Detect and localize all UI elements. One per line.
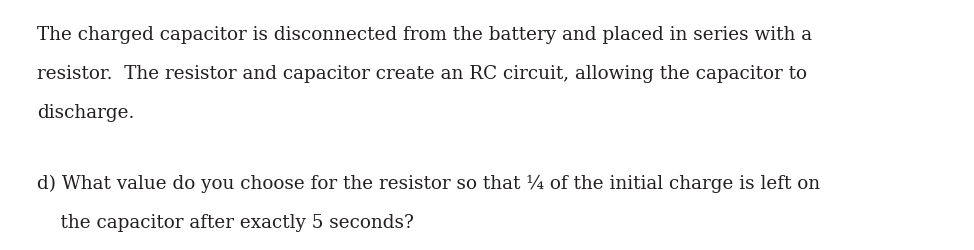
Text: The charged capacitor is disconnected from the battery and placed in series with: The charged capacitor is disconnected fr…: [37, 26, 812, 44]
Text: d) What value do you choose for the resistor so that ¼ of the initial charge is : d) What value do you choose for the resi…: [37, 175, 820, 193]
Text: the capacitor after exactly 5 seconds?: the capacitor after exactly 5 seconds?: [37, 214, 414, 232]
Text: discharge.: discharge.: [37, 104, 134, 122]
Text: resistor.  The resistor and capacitor create an RC circuit, allowing the capacit: resistor. The resistor and capacitor cre…: [37, 65, 807, 83]
